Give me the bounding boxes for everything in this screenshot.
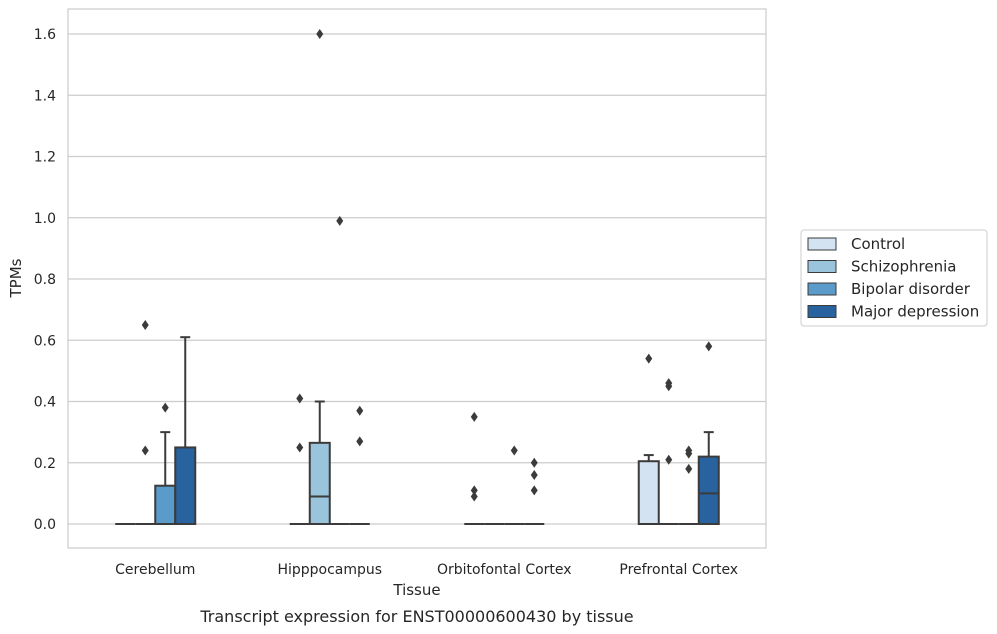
y-tick-label: 0.2 [34, 456, 56, 472]
outlier-point [530, 470, 538, 480]
legend-label: Major depression [851, 303, 979, 321]
plot-area-frame [67, 8, 767, 549]
outlier-point [470, 411, 478, 422]
y-tick-label: 0.0 [34, 517, 56, 533]
x-axis-label: Tissue [392, 581, 440, 599]
series-group [135, 29, 679, 525]
outlier-point [316, 29, 324, 39]
box [697, 341, 720, 525]
legend: Control Schizophrenia Bipolar disorder Majo… [800, 229, 988, 327]
outlier-point [141, 445, 149, 456]
outlier-point [510, 445, 518, 456]
outlier-point [336, 215, 344, 226]
box [308, 29, 331, 525]
y-tick-label: 1.6 [34, 27, 56, 43]
outlier-point [141, 319, 149, 330]
box-body [174, 446, 197, 525]
outlier-point [356, 405, 364, 416]
y-tick-label: 0.6 [34, 333, 56, 349]
outlier-point [645, 353, 653, 364]
legend-swatch [807, 305, 837, 318]
y-axis-ticks: 0.0 0.2 0.4 0.6 0.8 1.0 1.2 1.4 1.6 [34, 27, 56, 533]
box [135, 319, 156, 525]
box [658, 378, 679, 525]
legend-label: Control [851, 235, 905, 253]
outlier-point [296, 442, 304, 453]
outlier-point [665, 454, 673, 465]
grid-lines [68, 33, 766, 525]
box-body [697, 455, 720, 525]
legend-frame [800, 229, 988, 327]
box [329, 215, 350, 525]
chart-caption: Transcript expression for ENST0000060043… [199, 607, 633, 626]
box [504, 445, 525, 525]
box [678, 445, 699, 525]
box [637, 353, 660, 525]
box-body [637, 460, 660, 525]
x-tick-label: Prefrontal Cortex [619, 562, 738, 578]
series-group [174, 336, 720, 525]
y-tick-label: 1.2 [34, 150, 56, 166]
outlier-point [470, 485, 478, 496]
y-tick-label: 1.0 [34, 211, 56, 227]
legend-label: Schizophrenia [851, 258, 956, 276]
outlier-point [470, 491, 478, 502]
outlier-point [530, 457, 538, 468]
box [464, 411, 485, 525]
box [349, 405, 370, 525]
series-group [115, 353, 660, 525]
x-axis-ticks: Cerebellum Hipppocampus Orbitofontal Corte… [115, 562, 738, 578]
y-tick-label: 0.4 [34, 395, 56, 411]
outlier-point [530, 485, 538, 496]
y-axis-label: TPMs [7, 258, 25, 298]
box [524, 457, 545, 525]
x-tick-label: Cerebellum [115, 562, 195, 578]
outlier-point [705, 341, 713, 352]
legend-swatch [807, 237, 837, 251]
x-tick-label: Hipppocampus [277, 562, 382, 578]
box-groups [115, 29, 720, 525]
outlier-point [356, 436, 364, 447]
outlier-point [685, 445, 693, 456]
y-tick-label: 1.4 [34, 88, 56, 104]
box [289, 393, 310, 525]
legend-swatch [807, 260, 837, 273]
outlier-point [296, 393, 304, 404]
outlier-point [665, 378, 673, 389]
box [174, 336, 197, 525]
series-group [154, 215, 699, 525]
x-tick-label: Orbitofontal Cortex [437, 562, 572, 578]
box-body [308, 441, 331, 525]
legend-swatch [807, 282, 837, 296]
box-body [154, 484, 177, 525]
y-tick-label: 0.8 [34, 272, 56, 288]
outlier-point [161, 402, 169, 413]
outlier-point [685, 463, 693, 474]
legend-label: Bipolar disorder [851, 280, 971, 298]
